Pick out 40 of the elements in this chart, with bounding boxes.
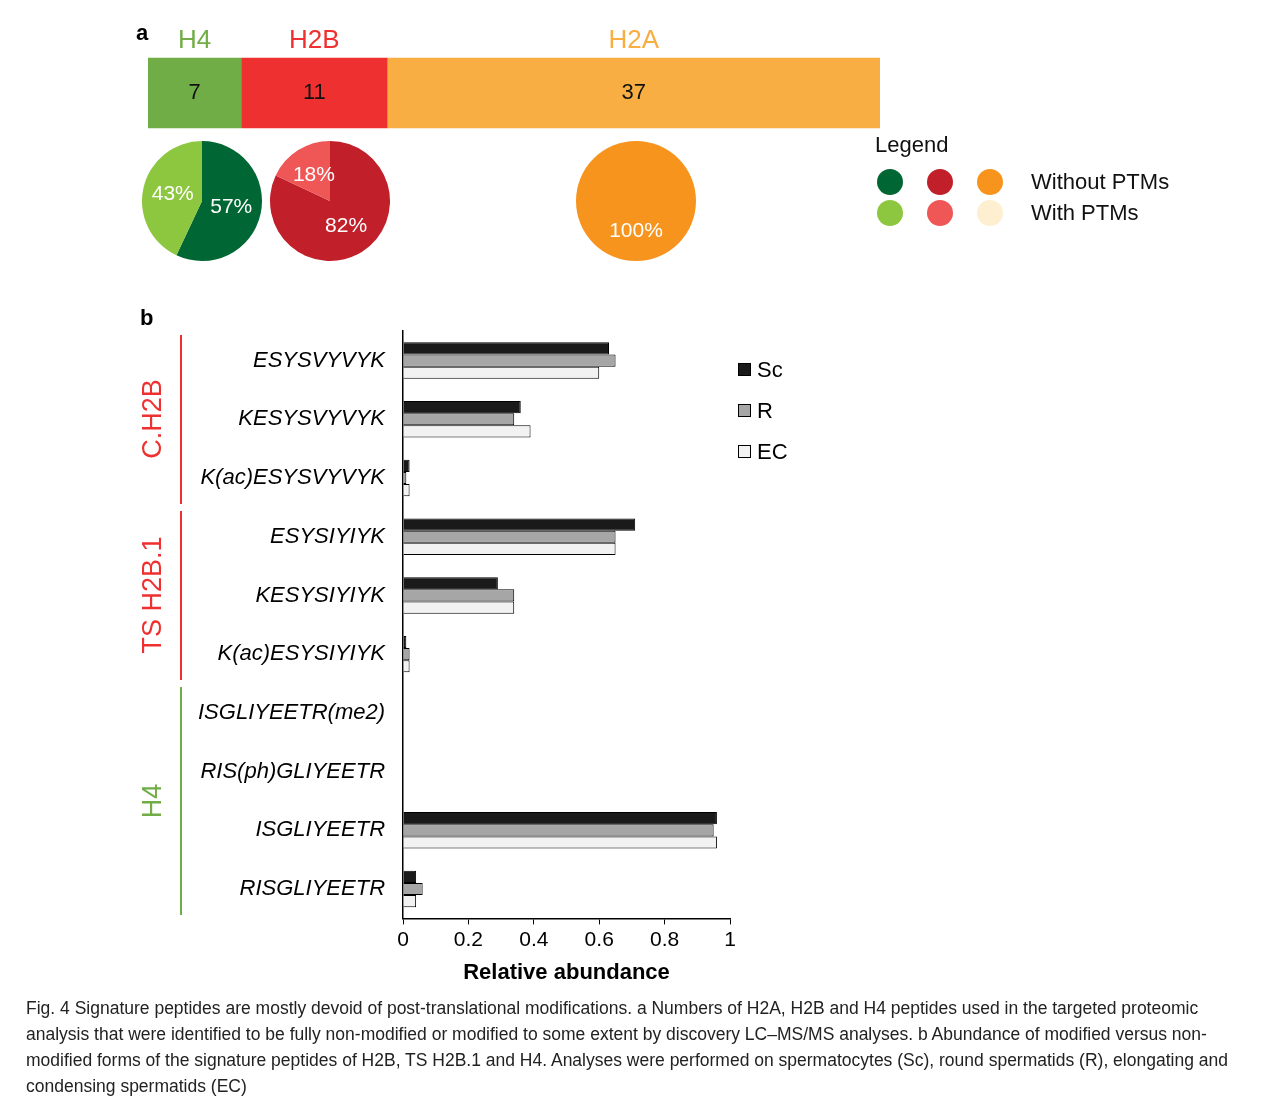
data-label: 57% — [210, 194, 253, 218]
y-tick-label: KESYSVYVYK — [238, 405, 387, 431]
legend-label: Without PTMs — [1031, 168, 1170, 195]
y-tick-label: RISGLIYEETR — [239, 875, 386, 901]
x-tick-label: 0.4 — [519, 926, 549, 950]
data-label: 18% — [292, 162, 335, 186]
caption: Fig. 4 Signature peptides are mostly devoid of post-translational modifications. a Numbers of H2A, H2B and H4 peptides used in the targeted proteomic analysis that were identified to be fully non-modified or modified to some extent by discovery LC–MS/MS analyses. b Abundance of modified versus non-modified forms of the signature peptides of H2B, TS H2B.1 and H4. Analyses were performed on spermatocytes (Sc), round spermatids (R), elongating and condensing spermatids (EC) — [26, 997, 1229, 1098]
y-tick-label: KESYSIYIYK — [255, 581, 387, 607]
text: TS H2B.1 — [136, 536, 168, 654]
y-tick-label: ESYSIYIYK — [270, 522, 387, 548]
data-label: 7 — [188, 79, 201, 105]
data-label: 37 — [621, 79, 647, 105]
y-tick-label: K(ac)ESYSIYIYK — [217, 640, 387, 666]
x-tick-label: 0 — [397, 926, 409, 950]
x-tick-label: 0.2 — [453, 926, 484, 950]
y-tick-label: K(ac)ESYSVYVYK — [200, 464, 387, 490]
x-tick-label: 1 — [724, 926, 736, 950]
legend-label: Sc — [757, 356, 783, 383]
data-label: 11 — [302, 79, 326, 105]
data-label: 100% — [609, 217, 663, 241]
text: EC — [757, 438, 788, 465]
data-label: 82% — [325, 213, 368, 237]
legend-label: With PTMs — [1031, 199, 1139, 226]
y-tick-label: RIS(ph)GLIYEETR — [200, 757, 386, 783]
series-label: H4 — [177, 24, 212, 55]
y-tick-label: ESYSVYVYK — [252, 346, 387, 372]
legend-label: R — [757, 397, 773, 424]
series-label: H2A — [608, 24, 660, 55]
x-axis-title: Relative abundance — [463, 958, 670, 984]
y-tick-label: ISGLIYEETR(me2) — [198, 699, 386, 725]
series-label: H2B — [289, 24, 340, 55]
text: C.H2B — [136, 379, 168, 460]
y-tick-label: ISGLIYEETR — [255, 816, 386, 842]
text: H4 — [136, 783, 168, 819]
data-label: 43% — [151, 181, 194, 205]
legend-title: Legend — [875, 132, 950, 158]
chart-title: a — [136, 20, 149, 46]
x-tick-label: 0.6 — [584, 926, 614, 950]
x-tick-label: 0.8 — [650, 926, 680, 950]
text: b — [140, 305, 154, 331]
